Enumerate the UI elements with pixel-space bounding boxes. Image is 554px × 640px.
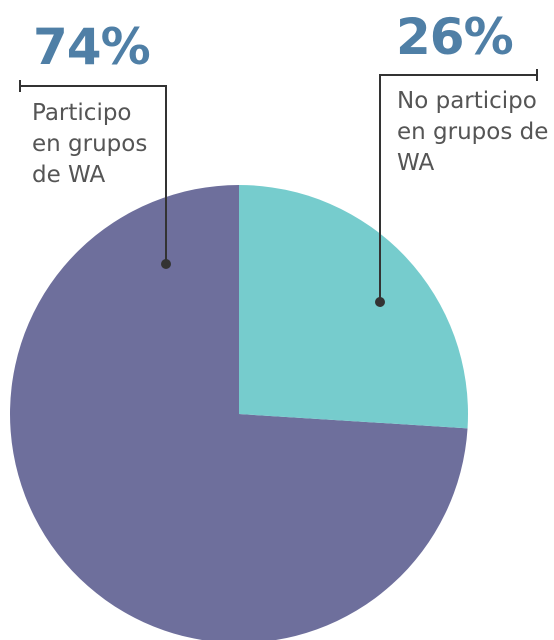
pie-slice [239,185,468,429]
leader-dot [161,259,171,269]
category-label: Participo en grupos de WA [32,100,148,188]
value-label: 74% [33,18,151,76]
leader-line [379,74,537,302]
value-label: 26% [396,8,514,66]
pie-slice [10,185,468,640]
leader-lines [19,69,538,302]
pie [10,185,468,640]
leader-line [20,85,167,264]
category-label: No participo en grupos de WA [397,88,549,176]
leader-dot [375,297,385,307]
